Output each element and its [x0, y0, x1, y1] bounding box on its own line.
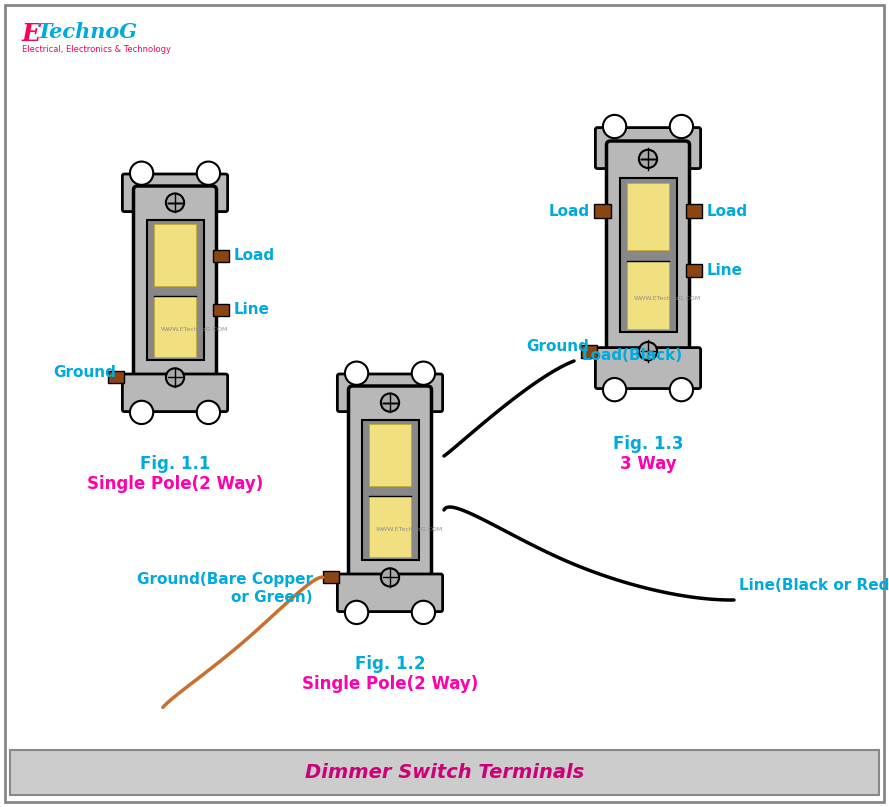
Circle shape	[412, 362, 435, 385]
Text: Line: Line	[707, 263, 742, 278]
Circle shape	[380, 568, 399, 587]
Bar	[10, 750, 879, 795]
Circle shape	[639, 150, 657, 168]
Text: Ground: Ground	[53, 365, 116, 380]
Text: Single Pole(2 Way): Single Pole(2 Way)	[87, 475, 263, 493]
FancyBboxPatch shape	[123, 174, 228, 211]
FancyBboxPatch shape	[133, 186, 217, 394]
Text: Line(Black or Red or Blue): Line(Black or Red or Blue)	[739, 578, 889, 592]
Bar	[212, 250, 229, 262]
Text: Fig. 1.2: Fig. 1.2	[355, 655, 425, 673]
Bar	[628, 261, 669, 329]
Text: Ground: Ground	[526, 339, 589, 353]
Bar	[362, 420, 419, 560]
Circle shape	[380, 394, 399, 412]
Text: WWW.ETechnoG.COM: WWW.ETechnoG.COM	[634, 295, 701, 301]
Circle shape	[603, 378, 626, 401]
Bar	[147, 220, 204, 360]
Text: Ground(Bare Copper
or Green): Ground(Bare Copper or Green)	[137, 572, 313, 604]
Circle shape	[345, 600, 368, 624]
Text: WWW.ETechnoG.COM: WWW.ETechnoG.COM	[376, 527, 443, 532]
Bar	[620, 178, 677, 332]
FancyBboxPatch shape	[123, 374, 228, 412]
Text: Electrical, Electronics & Technology: Electrical, Electronics & Technology	[22, 45, 171, 54]
Circle shape	[345, 362, 368, 385]
Text: Load(Black): Load(Black)	[582, 349, 683, 363]
Bar	[323, 571, 340, 583]
Circle shape	[166, 194, 184, 211]
Bar	[685, 264, 702, 277]
Bar	[685, 204, 702, 218]
Text: Dimmer Switch Terminals: Dimmer Switch Terminals	[305, 763, 584, 782]
Circle shape	[130, 401, 153, 424]
Circle shape	[196, 161, 220, 185]
Circle shape	[669, 378, 693, 401]
FancyBboxPatch shape	[596, 348, 701, 388]
Text: Load: Load	[707, 203, 748, 219]
Bar	[581, 345, 597, 358]
Circle shape	[412, 600, 435, 624]
Text: Fig. 1.1: Fig. 1.1	[140, 455, 210, 474]
FancyBboxPatch shape	[606, 141, 690, 369]
Text: Load: Load	[234, 249, 275, 264]
Circle shape	[130, 161, 153, 185]
Text: 3 Way: 3 Way	[620, 455, 677, 474]
Bar	[155, 224, 196, 286]
Circle shape	[669, 115, 693, 138]
Bar	[628, 182, 669, 250]
Circle shape	[196, 401, 220, 424]
FancyBboxPatch shape	[337, 574, 443, 612]
Bar	[108, 371, 124, 383]
Text: Single Pole(2 Way): Single Pole(2 Way)	[302, 675, 478, 693]
Bar	[155, 295, 196, 358]
Circle shape	[603, 115, 626, 138]
Bar	[370, 424, 411, 486]
Text: Line: Line	[234, 303, 269, 317]
Bar	[594, 204, 611, 218]
Text: TechnoG: TechnoG	[36, 22, 137, 42]
FancyBboxPatch shape	[337, 374, 443, 412]
Text: Load: Load	[549, 203, 589, 219]
Text: E: E	[22, 22, 41, 46]
Circle shape	[166, 368, 184, 387]
Bar	[370, 495, 411, 557]
Circle shape	[639, 342, 657, 360]
Text: Fig. 1.3: Fig. 1.3	[613, 436, 684, 454]
Bar	[212, 304, 229, 316]
Text: WWW.ETechnoG.COM: WWW.ETechnoG.COM	[161, 327, 228, 332]
FancyBboxPatch shape	[348, 386, 431, 594]
FancyBboxPatch shape	[596, 128, 701, 169]
